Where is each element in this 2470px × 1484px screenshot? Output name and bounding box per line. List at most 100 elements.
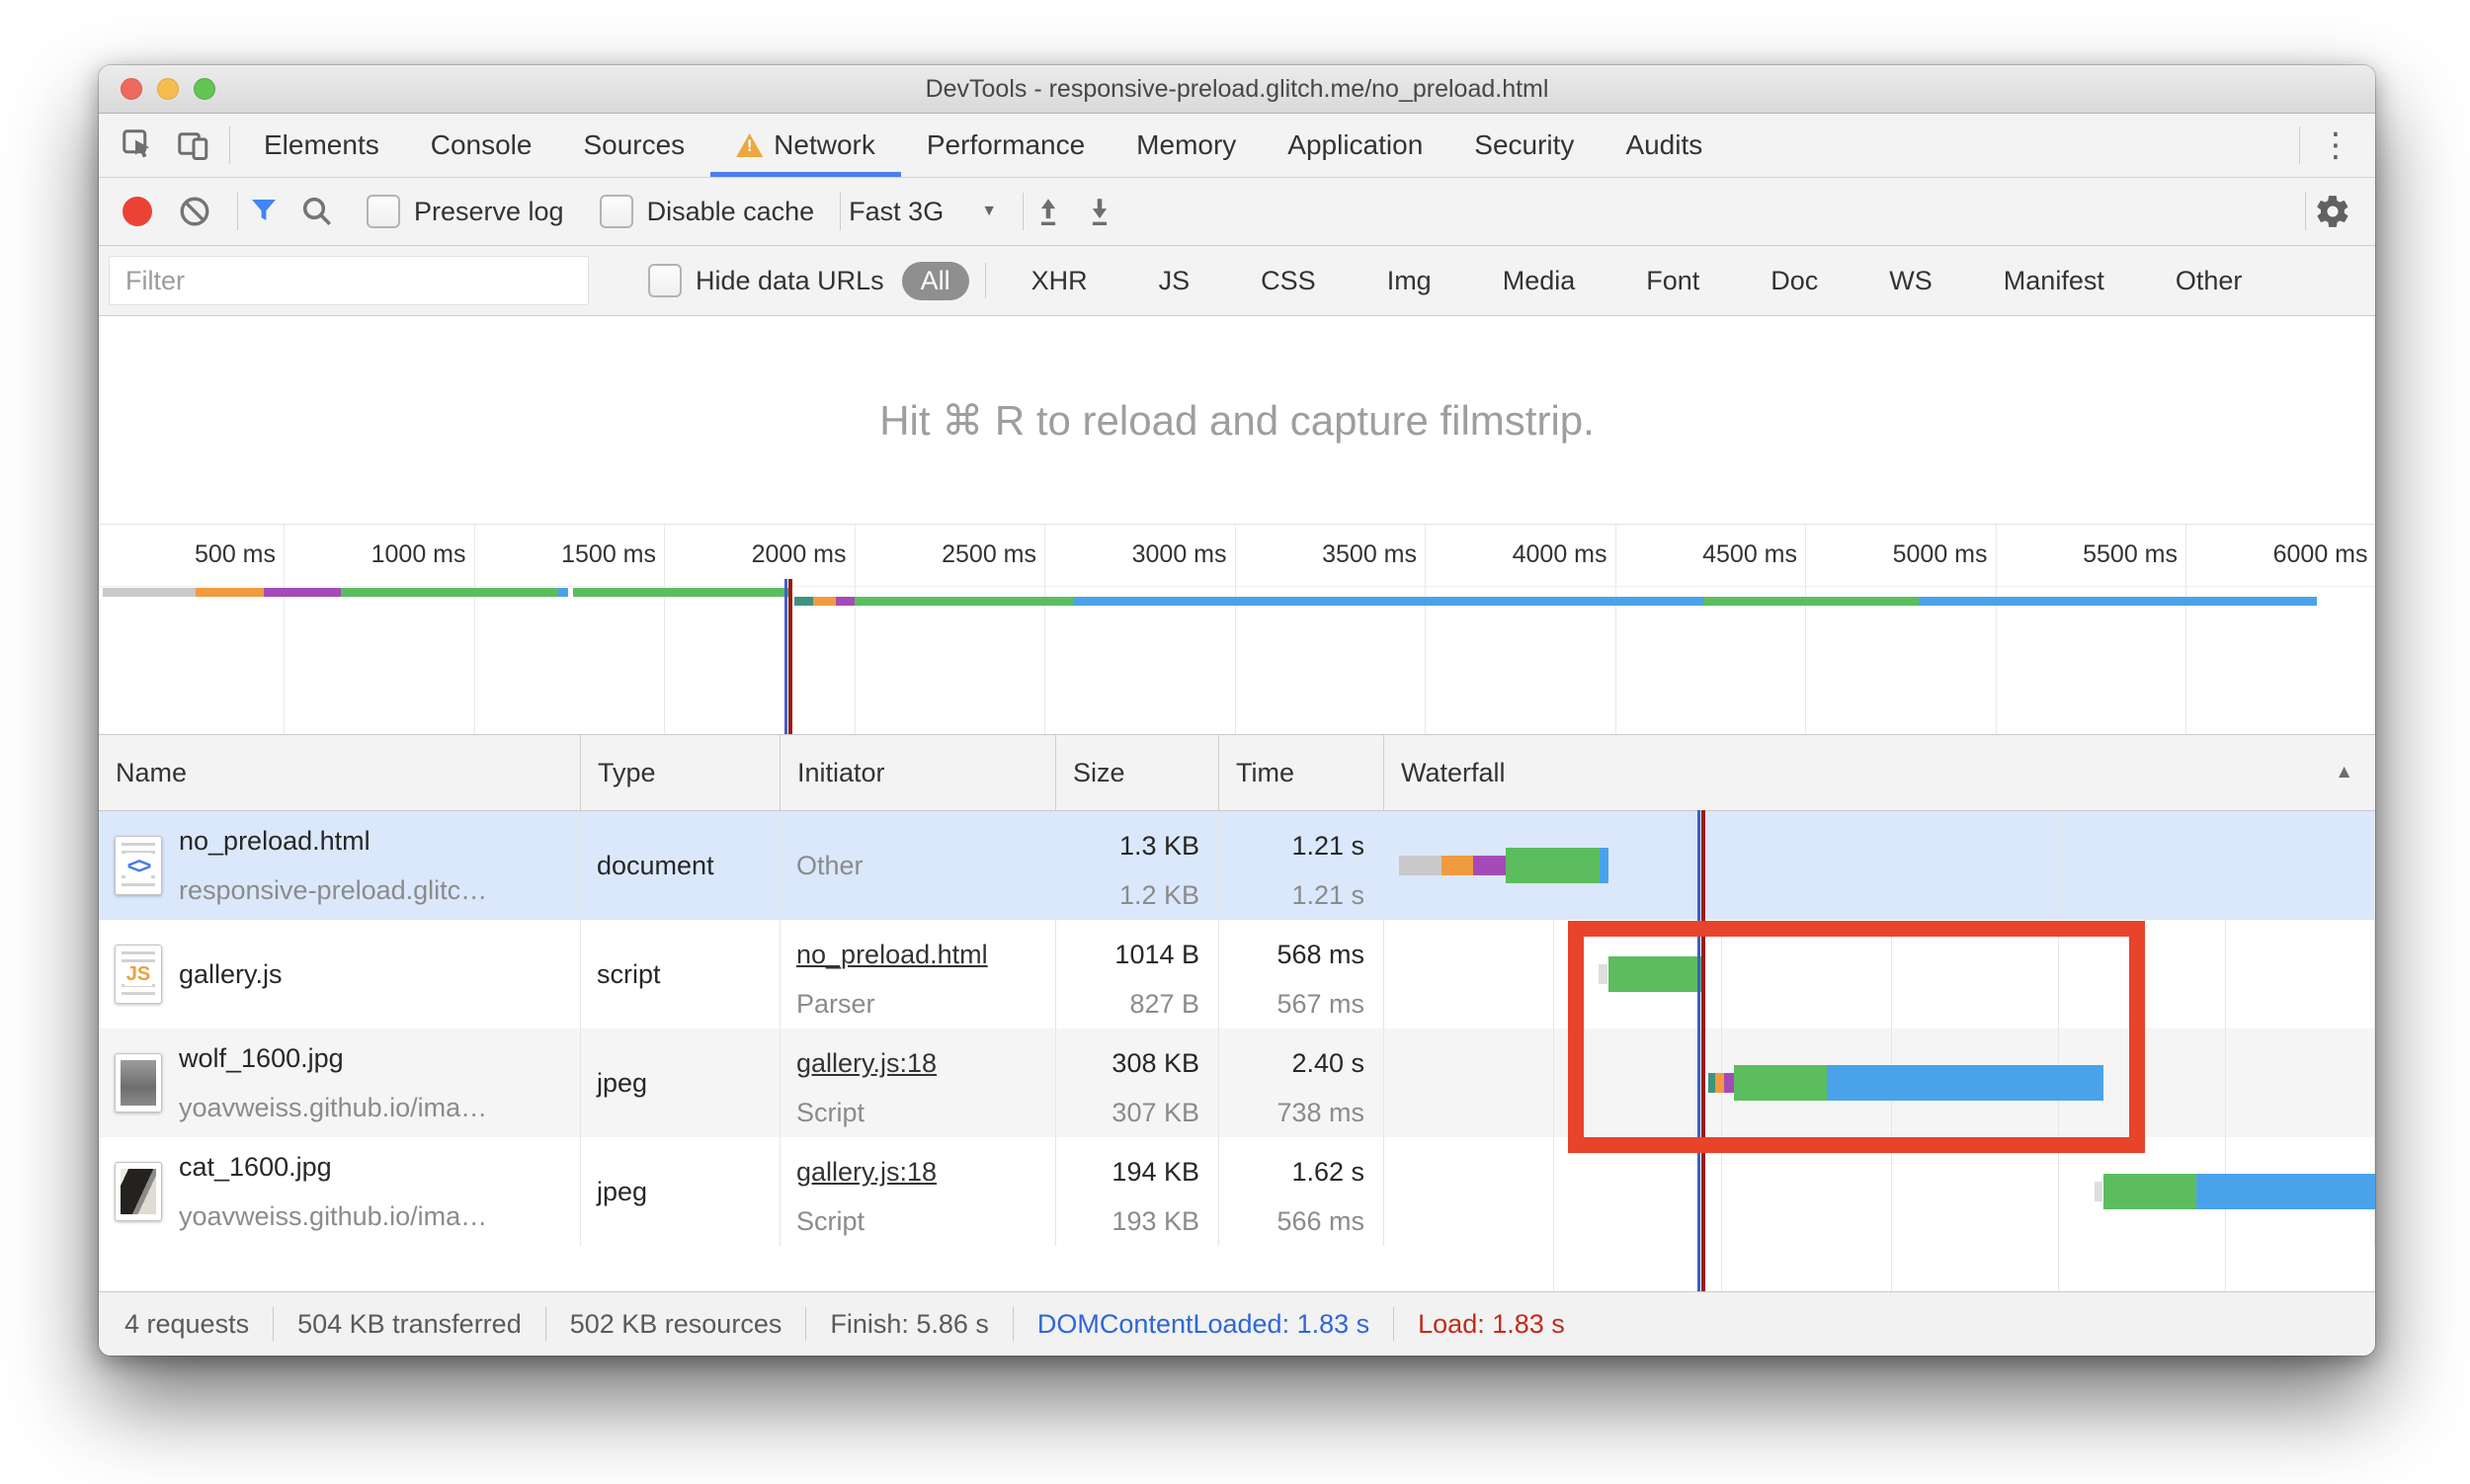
tab-network[interactable]: ! Network [710, 114, 901, 177]
reload-hint-text: Hit ⌘ R to reload and capture filmstrip. [879, 396, 1595, 444]
tab-application[interactable]: Application [1262, 114, 1448, 177]
filter-pill-other[interactable]: Other [2175, 265, 2243, 295]
devtools-window: DevTools - responsive-preload.glitch.me/… [99, 65, 2375, 1356]
column-header-time[interactable]: Time [1219, 735, 1384, 810]
preserve-log-checkbox[interactable] [367, 195, 400, 228]
cell-time: 1.62 s 566 ms [1219, 1137, 1384, 1246]
summary-item: Load: 1.83 s [1418, 1308, 1565, 1339]
divider [805, 1307, 807, 1341]
filter-pill-js[interactable]: JS [1158, 265, 1191, 295]
hide-data-urls-checkbox[interactable] [648, 264, 682, 297]
table-row[interactable]: <> no_preload.html responsive-preload.glit… [99, 811, 2375, 920]
cell-type: script [581, 920, 781, 1029]
divider [237, 193, 238, 230]
tab-performance[interactable]: Performance [901, 114, 1111, 177]
cell-name: JS gallery.js [99, 920, 581, 1029]
disable-cache-checkbox[interactable] [599, 195, 633, 228]
cell-waterfall [1384, 920, 2375, 1029]
clear-network-log-button[interactable] [178, 195, 211, 228]
cell-initiator: gallery.js:18 Script [781, 1137, 1056, 1246]
filter-pill-ws[interactable]: WS [1889, 265, 1933, 295]
tab-elements[interactable]: Elements [238, 114, 405, 177]
column-header-name[interactable]: Name [99, 735, 581, 810]
cell-size: 1.3 KB 1.2 KB [1056, 811, 1219, 920]
filter-pill-font[interactable]: Font [1646, 265, 1700, 295]
tab-label: Security [1474, 129, 1575, 160]
device-toolbar-icon[interactable] [166, 114, 221, 177]
size-transferred: 1.3 KB [1118, 831, 1199, 861]
more-options-icon[interactable]: ⋮ [2319, 126, 2352, 164]
timeline-tick-label: 1500 ms [561, 540, 656, 568]
filter-toggle-icon[interactable] [246, 194, 282, 229]
overview-activity-segment [813, 597, 836, 606]
tab-console[interactable]: Console [405, 114, 558, 177]
initiator-text: Other [796, 851, 864, 880]
initiator-source[interactable]: no_preload.html [796, 938, 1039, 971]
request-type: jpeg [597, 1067, 648, 1098]
overview-activity-segment [1703, 597, 1919, 606]
thumbnail-image [121, 1169, 156, 1214]
tab-sources[interactable]: Sources [557, 114, 710, 177]
column-header-type[interactable]: Type [581, 735, 781, 810]
throttling-dropdown[interactable]: Fast 3G ▼ [849, 197, 997, 227]
initiator-text: no_preload.html [796, 940, 988, 969]
search-icon[interactable] [299, 194, 335, 229]
devtools-tabbar: Elements Console Sources! Network Performanc… [99, 114, 2375, 178]
sort-ascending-icon: ▲ [2335, 762, 2353, 783]
overview-activity-segment [264, 588, 341, 597]
divider [840, 193, 842, 230]
export-har-icon[interactable] [1083, 194, 1116, 229]
table-row[interactable]: cat_1600.jpg yoavweiss.github.io/ima… jpeg… [99, 1137, 2375, 1246]
tab-audits[interactable]: Audits [1600, 114, 1728, 177]
filter-pill-img[interactable]: Img [1386, 265, 1432, 295]
tab-memory[interactable]: Memory [1111, 114, 1262, 177]
column-header-size[interactable]: Size [1056, 735, 1219, 810]
filter-pill-manifest[interactable]: Manifest [2003, 265, 2104, 295]
filter-pill-all[interactable]: All [901, 261, 969, 300]
tab-label: Audits [1625, 129, 1703, 160]
tab-label: Memory [1136, 129, 1237, 160]
filter-pill-xhr[interactable]: XHR [1030, 265, 1088, 295]
timeline-tick-label: 4000 ms [1512, 540, 1607, 568]
tab-security[interactable]: Security [1448, 114, 1600, 177]
overview-activity-segment [341, 588, 558, 597]
waterfall-gridline [1891, 1246, 1892, 1291]
filter-pill-media[interactable]: Media [1502, 265, 1576, 295]
timeline-tick-label: 3500 ms [1322, 540, 1417, 568]
filter-input[interactable] [109, 256, 589, 305]
size-resource: 193 KB [1112, 1206, 1199, 1236]
table-row[interactable]: JS gallery.js script no_preload.html Parser 1… [99, 920, 2375, 1029]
summary-item: 502 KB resources [569, 1308, 782, 1339]
filter-pill-css[interactable]: CSS [1261, 265, 1316, 295]
window-titlebar[interactable]: DevTools - responsive-preload.glitch.me/… [99, 65, 2375, 114]
minimize-window-button[interactable] [157, 78, 179, 100]
filter-pill-doc[interactable]: Doc [1770, 265, 1819, 295]
column-header-label: Type [598, 757, 656, 787]
overview-activity-segment [836, 597, 855, 606]
initiator-source[interactable]: gallery.js:18 [796, 1155, 1039, 1189]
settings-gear-icon[interactable] [2314, 193, 2351, 230]
close-window-button[interactable] [121, 78, 142, 100]
inspect-element-icon[interactable] [111, 114, 166, 177]
column-header-label: Initiator [797, 757, 885, 787]
time-latency: 567 ms [1276, 989, 1364, 1019]
column-header-initiator[interactable]: Initiator [781, 735, 1056, 810]
request-name: gallery.js [179, 957, 283, 991]
zoom-window-button[interactable] [194, 78, 215, 100]
import-har-icon[interactable] [1031, 194, 1065, 229]
request-name-primary: wolf_1600.jpg [179, 1043, 344, 1073]
network-filter-bar: Hide data URLs All XHR JS CSS Img Media Font Do… [99, 246, 2375, 316]
column-header-waterfall[interactable]: Waterfall ▲ [1384, 735, 2375, 810]
overview-activity-segment [794, 597, 813, 606]
timeline-gridline [664, 525, 665, 734]
warning-icon: ! [736, 133, 764, 157]
record-network-log-button[interactable] [123, 197, 152, 226]
script-file-icon: JS [115, 945, 162, 1004]
initiator-kind: Script [796, 1098, 865, 1127]
overview-area[interactable]: 500 ms 1000 ms 1500 ms 2000 ms 2500 ms 3000 m… [99, 524, 2375, 735]
timeline-gridline [1234, 525, 1236, 734]
timeline-tick-label: 500 ms [195, 540, 276, 568]
overview-activity-segment [103, 588, 196, 597]
time-total: 2.40 s [1291, 1048, 1364, 1078]
initiator-source[interactable]: gallery.js:18 [796, 1046, 1039, 1080]
